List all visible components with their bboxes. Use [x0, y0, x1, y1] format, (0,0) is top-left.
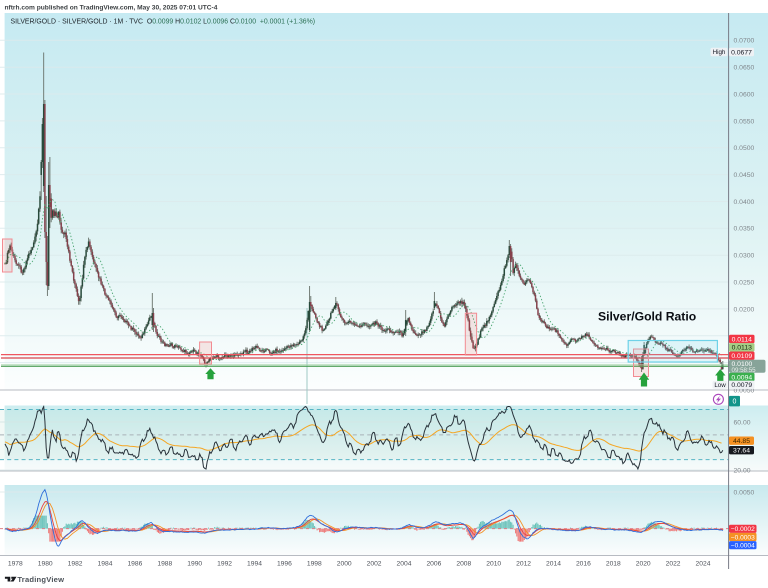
svg-text:1990: 1990: [187, 560, 202, 567]
svg-text:0.0350: 0.0350: [734, 226, 755, 233]
svg-text:0.0650: 0.0650: [734, 65, 755, 72]
svg-text:1994: 1994: [247, 560, 262, 567]
svg-text:1978: 1978: [8, 560, 23, 567]
svg-text:−0.0003: −0.0003: [731, 534, 755, 541]
svg-text:0.0500: 0.0500: [734, 145, 755, 152]
svg-text:2014: 2014: [546, 560, 561, 567]
svg-text:1996: 1996: [277, 560, 292, 567]
svg-text:0.0113: 0.0113: [732, 345, 753, 352]
svg-text:0.0200: 0.0200: [734, 306, 755, 313]
svg-text:0.0079: 0.0079: [731, 382, 752, 389]
svg-text:1998: 1998: [307, 560, 322, 567]
svg-text:TradingView: TradingView: [17, 575, 64, 584]
svg-text:1988: 1988: [157, 560, 172, 567]
svg-text:37.64: 37.64: [733, 448, 750, 455]
svg-text:2006: 2006: [426, 560, 441, 567]
svg-text:2022: 2022: [666, 560, 681, 567]
svg-text:2024: 2024: [696, 560, 711, 567]
svg-text:High: High: [713, 49, 726, 56]
svg-text:2000: 2000: [337, 560, 352, 567]
svg-text:2002: 2002: [367, 560, 382, 567]
svg-text:2018: 2018: [606, 560, 621, 567]
svg-text:09:58:55: 09:58:55: [732, 367, 757, 374]
svg-text:0.0094: 0.0094: [731, 374, 752, 381]
svg-text:0: 0: [733, 399, 737, 406]
svg-text:−0.0004: −0.0004: [731, 543, 755, 550]
svg-text:2016: 2016: [576, 560, 591, 567]
svg-text:0.0109: 0.0109: [731, 353, 752, 360]
svg-text:0.0050: 0.0050: [734, 388, 755, 395]
svg-text:20.00: 20.00: [734, 467, 751, 474]
svg-text:60.00: 60.00: [734, 419, 751, 426]
svg-text:1980: 1980: [38, 560, 53, 567]
svg-text:1984: 1984: [98, 560, 113, 567]
svg-text:2008: 2008: [456, 560, 471, 567]
svg-text:0.0450: 0.0450: [734, 172, 755, 179]
svg-text:2020: 2020: [636, 560, 651, 567]
svg-text:44.85: 44.85: [733, 438, 750, 445]
svg-text:Low: Low: [714, 382, 726, 389]
svg-text:0.0600: 0.0600: [734, 91, 755, 98]
svg-text:0.0550: 0.0550: [734, 118, 755, 125]
svg-text:1992: 1992: [217, 560, 232, 567]
svg-text:2004: 2004: [397, 560, 412, 567]
svg-text:1982: 1982: [68, 560, 83, 567]
svg-text:0.0050: 0.0050: [734, 489, 755, 496]
svg-text:−0.0002: −0.0002: [731, 526, 755, 533]
svg-text:0.0250: 0.0250: [734, 279, 755, 286]
svg-text:Silver/Gold Ratio: Silver/Gold Ratio: [598, 310, 696, 324]
svg-text:1986: 1986: [127, 560, 142, 567]
svg-text:0.0100: 0.0100: [732, 361, 753, 368]
svg-text:0.0677: 0.0677: [731, 49, 752, 56]
svg-text:0.0400: 0.0400: [734, 199, 755, 206]
svg-text:0.0114: 0.0114: [732, 336, 753, 343]
svg-text:nftrh.com published on Trading: nftrh.com published on TradingView.com, …: [5, 4, 218, 11]
svg-text:2010: 2010: [486, 560, 501, 567]
svg-text:2012: 2012: [516, 560, 531, 567]
svg-text:SILVER/GOLD · SILVER/GOLD · 1M: SILVER/GOLD · SILVER/GOLD · 1M · TVC O0.…: [11, 18, 316, 25]
svg-text:0.0300: 0.0300: [734, 253, 755, 260]
svg-text:0.0700: 0.0700: [734, 38, 755, 45]
